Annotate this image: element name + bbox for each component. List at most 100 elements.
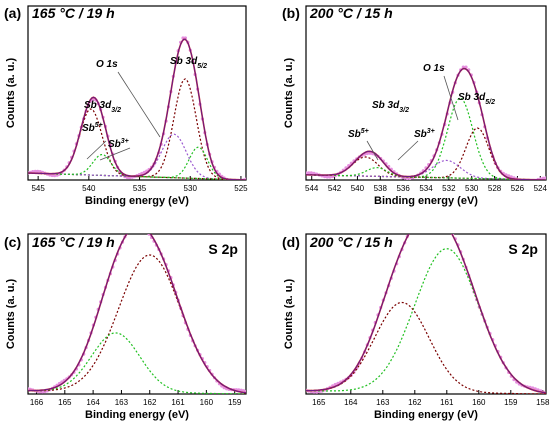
data-point: [140, 225, 143, 228]
data-point: [544, 176, 546, 180]
component-peak-doublet_minor: [28, 332, 246, 394]
curves: [306, 65, 546, 180]
peak-annotation: Sb5+: [348, 128, 369, 140]
panel-label: (c): [4, 234, 21, 250]
y-axis-label: Counts (a. u.): [283, 58, 295, 129]
data-point: [405, 177, 409, 180]
component-peak-o1s: [306, 159, 546, 180]
data-point: [424, 214, 427, 217]
x-tick-label: 161: [440, 398, 454, 407]
data-point: [533, 387, 537, 391]
data-point: [507, 174, 511, 178]
x-tick-label: 160: [200, 398, 214, 407]
x-tick-label: 165: [312, 398, 326, 407]
peak-annotation: O 1s: [423, 63, 445, 74]
x-tick-label: 545: [31, 184, 45, 193]
x-tick-label: 159: [228, 398, 242, 407]
data-point: [242, 389, 246, 393]
plot-frame: [27, 5, 247, 181]
element-label: S 2p: [208, 241, 238, 257]
x-tick-label: 162: [408, 398, 422, 407]
data-point: [145, 229, 148, 232]
panel-label: (b): [282, 5, 300, 21]
data-point: [414, 221, 417, 224]
peak-annotation: Sb 3d5/2: [458, 92, 495, 106]
x-tick-label: 535: [133, 184, 147, 193]
peak-annotation: Sb3+: [108, 138, 129, 150]
x-tick-label: 159: [504, 398, 518, 407]
y-axis-label: Counts (a. u.): [5, 58, 17, 129]
data-point: [143, 227, 146, 230]
data-point: [325, 175, 329, 179]
peak-annotation: O 1s: [96, 59, 118, 70]
annotation-leader: [397, 140, 419, 161]
x-axis-label: Binding energy (eV): [374, 409, 478, 421]
peak-annotation: Sb 3d5/2: [170, 56, 207, 70]
component-peak-doublet_minor: [306, 248, 546, 394]
curves: [306, 214, 546, 394]
x-tick-label: 164: [344, 398, 358, 407]
envelope-curve: [28, 234, 246, 394]
peak-annotation: Sb5+: [82, 122, 103, 134]
x-tick-label: 164: [86, 398, 100, 407]
data-point: [430, 214, 433, 217]
component-peak-doublet_major: [28, 254, 246, 394]
panel-c: (c) 165 °C / 19 h S 2p Counts (a. u.) Bindin…: [4, 223, 247, 421]
data-point: [411, 224, 414, 227]
curves: [28, 223, 246, 394]
data-point: [408, 229, 411, 232]
component-peak-doublet_major: [28, 108, 246, 180]
data-point: [128, 227, 131, 230]
panel-label: (a): [4, 5, 21, 21]
data-point: [448, 228, 451, 231]
x-tick-label: 526: [511, 184, 525, 193]
plot-frame: [305, 233, 547, 395]
x-tick-label: 163: [115, 398, 129, 407]
data-point: [443, 221, 446, 224]
data-point: [53, 174, 57, 178]
annotation-leader: [86, 140, 107, 160]
x-tick-label: 532: [442, 184, 456, 193]
data-point: [365, 151, 369, 156]
plot-frame: [27, 233, 247, 395]
component-peak-doublet_major: [306, 127, 546, 180]
data-point: [427, 214, 430, 217]
annotation-leader: [443, 75, 459, 121]
panel-d: (d) 200 °C / 15 h S 2p Counts (a. u.) Bindin…: [282, 214, 550, 421]
x-axis-label: Binding energy (eV): [374, 195, 478, 207]
data-point: [435, 216, 438, 219]
panel-a: (a) 165 °C / 19 h Counts (a. u.) Binding en…: [4, 5, 248, 207]
plot-frame: [305, 5, 547, 181]
annotation-leader: [366, 140, 379, 161]
data-point: [464, 65, 468, 69]
x-axis-label: Binding energy (eV): [85, 409, 189, 421]
x-tick-label: 534: [419, 184, 433, 193]
condition-label: 165 °C / 19 h: [32, 5, 115, 21]
envelope-curve: [28, 38, 246, 180]
data-point: [138, 223, 141, 226]
x-tick-label: 530: [465, 184, 479, 193]
condition-label: 165 °C / 19 h: [32, 234, 115, 250]
data-point: [33, 169, 37, 173]
data-point: [440, 219, 443, 222]
data-point: [368, 151, 372, 155]
x-axis-label: Binding energy (eV): [85, 195, 189, 207]
x-tick-label: 542: [328, 184, 342, 193]
y-axis-label: Counts (a. u.): [5, 279, 17, 350]
data-point: [50, 173, 54, 178]
data-point: [307, 171, 311, 175]
component-peak-doublet_major: [306, 301, 546, 394]
data-point: [432, 215, 435, 218]
data-point: [422, 214, 425, 217]
data-point: [309, 171, 313, 175]
curves: [28, 36, 246, 180]
envelope-curve: [306, 68, 546, 180]
x-tick-label: 163: [376, 398, 390, 407]
data-point: [135, 223, 138, 226]
x-tick-label: 530: [184, 184, 198, 193]
data-point: [38, 170, 42, 174]
x-tick-label: 165: [58, 398, 72, 407]
peak-annotation: Sb 3d3/2: [84, 100, 121, 114]
x-tick-label: 525: [234, 184, 248, 193]
